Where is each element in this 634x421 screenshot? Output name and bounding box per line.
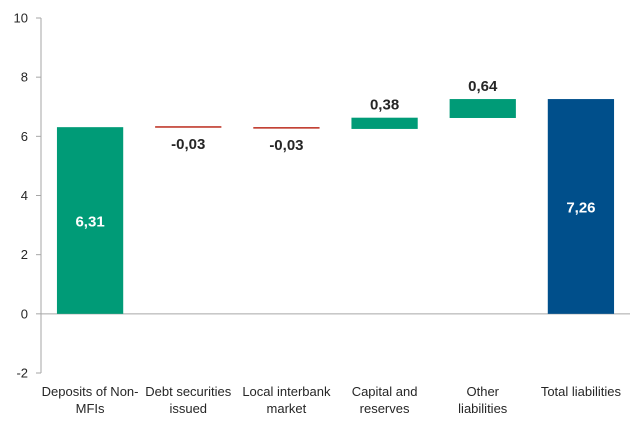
y-tick-label: 2 (21, 247, 28, 262)
data-label-2: -0,03 (171, 136, 205, 153)
y-tick-label: 4 (21, 188, 28, 203)
x-category-label: market (267, 401, 307, 416)
x-category-label: Other (466, 384, 499, 399)
y-tick-label: -2 (16, 366, 28, 381)
x-category-label: MFIs (76, 401, 105, 416)
x-category-label: liabilities (458, 401, 508, 416)
bar-6 (547, 99, 615, 314)
data-label-4: 0,38 (370, 97, 399, 114)
x-category-label: Deposits of Non- (42, 384, 139, 399)
y-tick-label: 0 (21, 306, 28, 321)
y-tick-label: 10 (14, 11, 28, 26)
bar-3 (253, 127, 320, 129)
data-label-3: -0,03 (269, 137, 303, 154)
data-label-6: 7,26 (566, 199, 595, 216)
y-tick-label: 6 (21, 129, 28, 144)
data-label-1: 6,31 (75, 213, 104, 230)
x-category-label: Debt securities (145, 384, 231, 399)
bar-2 (155, 126, 222, 128)
bar-4 (351, 117, 418, 129)
axes: -2 0 2 4 6 8 10 (14, 11, 630, 381)
x-category-label: Capital and (352, 384, 418, 399)
bar-1 (56, 127, 124, 314)
x-category-label: Local interbank (242, 384, 331, 399)
bar-5 (449, 99, 516, 118)
x-category-label: issued (169, 401, 207, 416)
bars (56, 99, 615, 314)
x-axis-labels: Deposits of Non- MFIs Debt securities issue… (42, 384, 622, 416)
x-category-label: Total liabilities (541, 384, 622, 399)
data-label-5: 0,64 (468, 78, 498, 95)
data-labels: 6,31 -0,03 -0,03 0,38 0,64 7,26 (75, 78, 595, 230)
y-tick-label: 8 (21, 70, 28, 85)
x-category-label: reserves (360, 401, 410, 416)
